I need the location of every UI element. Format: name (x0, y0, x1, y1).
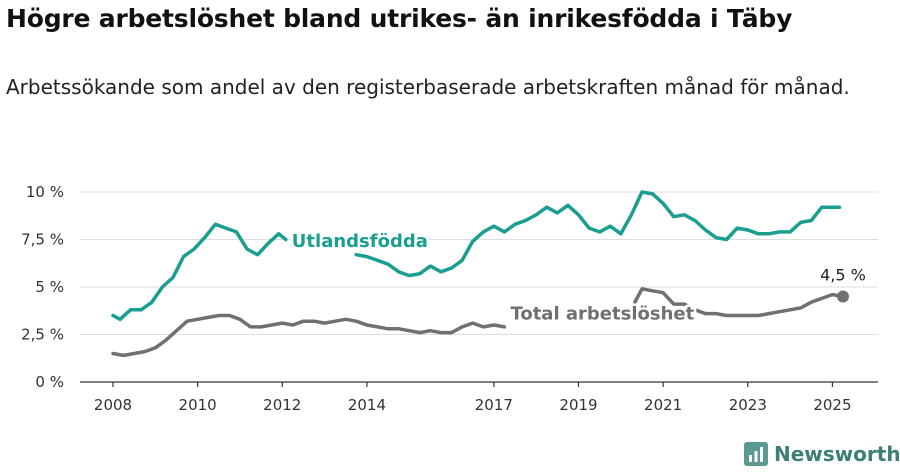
brand-logo: Newsworthy (744, 442, 900, 466)
chart-title: Högre arbetslöshet bland utrikes- än inr… (6, 4, 793, 33)
y-tick-label: 2,5 % (21, 326, 64, 344)
series-line-total-arbetslöshet (111, 287, 845, 358)
x-tick-label: 2008 (94, 396, 132, 414)
series-labels: Utlandsfödda Total arbetslöshet 4,5 % (289, 229, 866, 327)
x-tick-label: 2012 (263, 396, 301, 414)
y-tick-label: 5 % (35, 278, 64, 296)
x-axis: 2008 2010 2012 2014 2017 2019 2021 2023 2025 (80, 381, 878, 414)
end-point-marker (837, 290, 849, 303)
y-tick-label: 0 % (35, 373, 64, 391)
x-tick-label: 2019 (559, 396, 597, 414)
x-tick-label: 2014 (348, 396, 386, 414)
x-tick-label: 2017 (475, 396, 513, 414)
series-line-utlandsfödda (111, 190, 842, 322)
end-value-label: 4,5 % (820, 266, 866, 285)
x-tick-label: 2010 (179, 396, 217, 414)
grid-lines (80, 191, 878, 335)
x-tick-label: 2021 (644, 396, 682, 414)
brand-name: Newsworthy (774, 442, 900, 466)
series-label: Utlandsfödda (292, 231, 428, 252)
newsworthy-logo-icon (744, 442, 768, 466)
y-tick-labels: 0 % 2,5 % 5 % 7,5 % 10 % (21, 183, 64, 391)
x-tick-label: 2025 (813, 396, 851, 414)
series-lines (111, 190, 845, 358)
series-label: Total arbetslöshet (510, 303, 694, 324)
y-tick-label: 10 % (26, 183, 64, 201)
x-tick-label: 2023 (729, 396, 767, 414)
chart-subtitle: Arbetssökande som andel av den registerb… (6, 75, 850, 99)
y-tick-label: 7,5 % (21, 231, 64, 249)
